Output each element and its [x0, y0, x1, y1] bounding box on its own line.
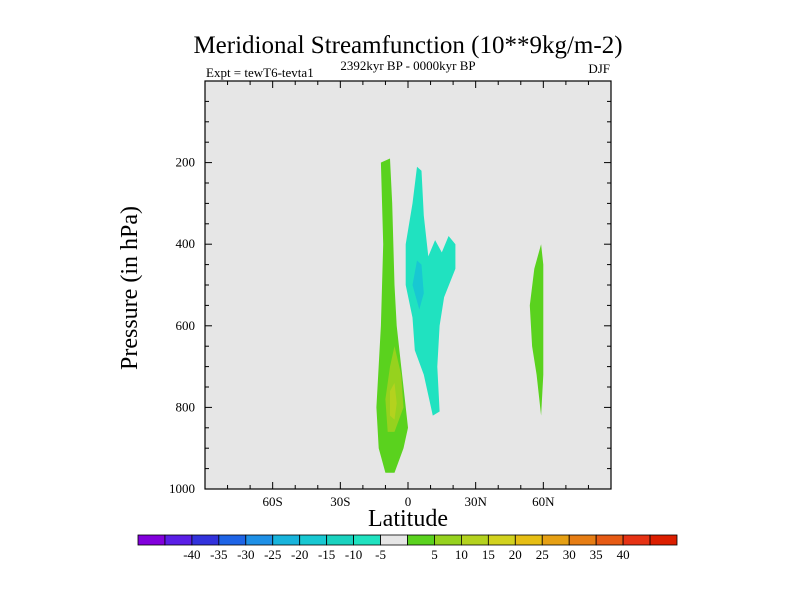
- colorbar-swatch: [487, 534, 516, 546]
- colorbar-label: 5: [431, 547, 438, 562]
- colorbar-label: 15: [482, 547, 495, 562]
- colorbar-swatch: [460, 534, 489, 546]
- colorbar-label: -15: [318, 547, 335, 562]
- x-tick-label: 60S: [263, 494, 283, 509]
- colorbar-label: -35: [210, 547, 227, 562]
- colorbar-swatch: [137, 534, 166, 546]
- colorbar-swatch: [353, 534, 381, 546]
- colorbar-swatch: [595, 534, 624, 546]
- chart-title: Meridional Streamfunction (10**9kg/m-2): [193, 32, 622, 59]
- colorbar-label: 20: [509, 547, 522, 562]
- colorbar-swatch: [622, 534, 651, 546]
- colorbar-label: -10: [345, 547, 362, 562]
- colorbar-swatch: [272, 534, 301, 546]
- x-tick-label: 30S: [330, 494, 350, 509]
- colorbar-swatch: [299, 534, 328, 546]
- y-tick-label: 600: [176, 318, 196, 333]
- colorbar-swatch: [568, 534, 597, 546]
- colorbar-label: -40: [183, 547, 200, 562]
- tropical-negative-core: [412, 260, 424, 310]
- colorbar-swatch: [245, 534, 274, 546]
- tropical-negative-cell: [405, 166, 456, 416]
- sh-positive-peak: [390, 382, 397, 420]
- colorbar-label: 25: [536, 547, 549, 562]
- y-axis-label: Pressure (in hPa): [117, 206, 143, 370]
- colorbar-swatch: [380, 534, 408, 546]
- colorbar-label: 40: [617, 547, 630, 562]
- colorbar-swatch: [649, 534, 678, 546]
- x-axis-label: Latitude: [368, 506, 448, 532]
- colorbar-label: -20: [291, 547, 308, 562]
- colorbar-label: -25: [264, 547, 281, 562]
- colorbar-swatch: [407, 534, 435, 546]
- colorbar-label: -30: [237, 547, 254, 562]
- x-tick-label: 0: [405, 494, 412, 509]
- experiment-label: Expt = tewT6-tevta1: [206, 65, 314, 80]
- colorbar-swatch: [164, 534, 193, 546]
- x-tick-labels: 60S 30S 0 30N 60N: [263, 494, 556, 509]
- plot-frame: [204, 80, 612, 490]
- season-label: DJF: [588, 61, 610, 76]
- colorbar-swatch: [326, 534, 354, 546]
- colorbar-label: 35: [590, 547, 603, 562]
- y-tick-label: 1000: [169, 481, 195, 496]
- colorbar-swatch: [191, 534, 220, 546]
- colorbar-label: 30: [563, 547, 576, 562]
- contour-regions: [376, 158, 544, 473]
- colorbar-label: -5: [375, 547, 386, 562]
- colorbar-swatch: [541, 534, 570, 546]
- colorbar: -40 -35 -30 -25 -20 -15 -10 -5 5 10 15 20 25 30 35 40: [137, 534, 678, 562]
- y-tick-label: 400: [176, 236, 196, 251]
- x-tick-label: 30N: [464, 494, 487, 509]
- period-label: 2392kyr BP - 0000kyr BP: [340, 58, 475, 73]
- y-tick-label: 200: [176, 155, 196, 170]
- colorbar-label: 10: [455, 547, 468, 562]
- y-tick-label: 800: [176, 399, 196, 414]
- x-tick-label: 60N: [532, 494, 555, 509]
- nh-positive-cell: [529, 244, 544, 416]
- colorbar-swatch: [218, 534, 247, 546]
- colorbar-swatch: [434, 534, 462, 546]
- colorbar-swatch: [514, 534, 543, 546]
- y-tick-labels: 200 400 600 800 1000: [169, 155, 195, 496]
- plot-area: [204, 80, 612, 490]
